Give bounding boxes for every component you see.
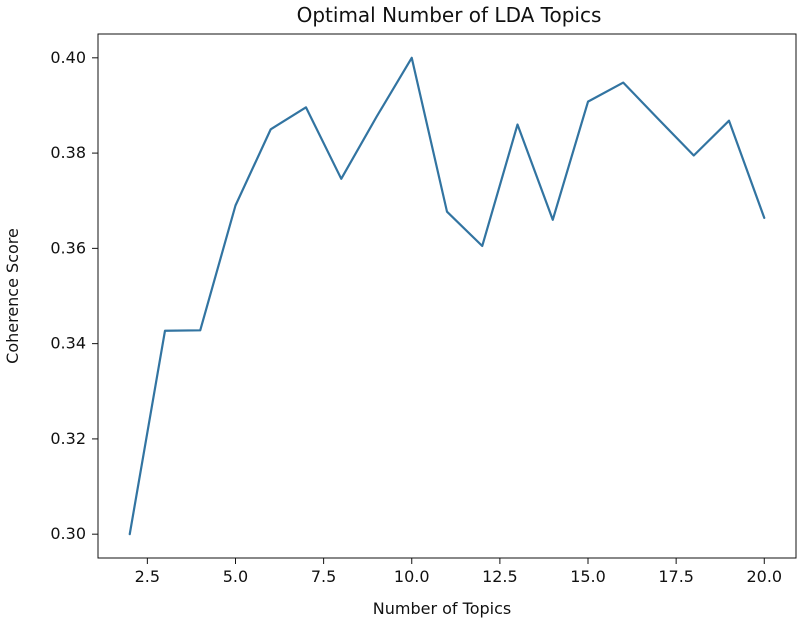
plot-frame <box>97 33 797 559</box>
y-tick-label: 0.34 <box>50 334 86 353</box>
y-tick-label: 0.40 <box>50 48 86 67</box>
x-tick-label: 17.5 <box>658 567 694 586</box>
x-tick-label: 5.0 <box>223 567 248 586</box>
x-tick-label: 12.5 <box>482 567 518 586</box>
series-line <box>128 56 766 536</box>
chart-title: Optimal Number of LDA Topics <box>297 3 602 27</box>
x-tick-label: 2.5 <box>135 567 160 586</box>
y-axis-label: Coherence Score <box>3 228 22 364</box>
x-tick-label: 7.5 <box>311 567 336 586</box>
y-tick-label: 0.32 <box>50 429 86 448</box>
y-tick-label: 0.30 <box>50 524 86 543</box>
y-tick-label: 0.38 <box>50 143 86 162</box>
x-tick-label: 10.0 <box>394 567 430 586</box>
series-layer <box>128 56 766 536</box>
plot-area <box>97 33 797 559</box>
y-tick-label: 0.36 <box>50 238 86 257</box>
x-axis-label: Number of Topics <box>373 599 511 618</box>
x-axis: 2.5 5.0 7.5 10.0 12.5 15.0 17.5 20.0 <box>135 558 782 586</box>
x-tick-label: 20.0 <box>746 567 782 586</box>
y-axis: 0.30 0.32 0.34 0.36 0.38 0.40 <box>50 48 98 543</box>
x-tick-label: 15.0 <box>570 567 606 586</box>
